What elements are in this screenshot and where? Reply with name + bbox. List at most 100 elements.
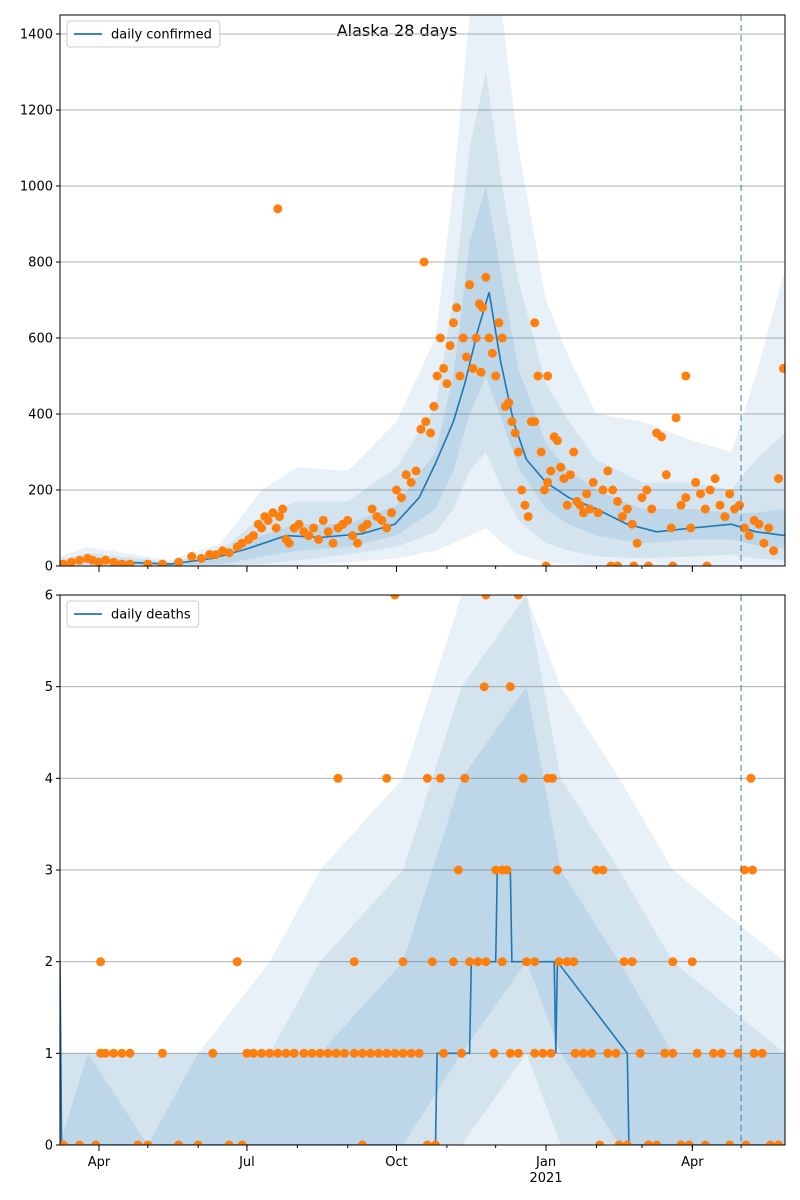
data-point [284, 538, 294, 548]
data-point [174, 1140, 184, 1145]
data-point [569, 447, 579, 457]
data-point [533, 371, 543, 381]
data-point [304, 531, 314, 541]
data-point [273, 1048, 283, 1058]
data-point [588, 477, 598, 487]
data-point [432, 371, 442, 381]
data-point [208, 1048, 218, 1058]
data-point [382, 523, 392, 533]
data-point [671, 413, 681, 423]
data-point [357, 1140, 367, 1145]
data-point [660, 1048, 670, 1058]
data-point [692, 1048, 702, 1058]
data-point [497, 333, 507, 343]
data-point [448, 957, 458, 967]
data-point [96, 957, 106, 967]
data-point [543, 477, 553, 487]
data-point [746, 773, 756, 783]
data-point [398, 957, 408, 967]
data-point [565, 470, 575, 480]
data-point [224, 1140, 234, 1145]
x-tick-label: Apr [681, 1155, 704, 1170]
x-tick-label: Oct [385, 1155, 407, 1170]
data-point [281, 1048, 291, 1058]
data-point [739, 523, 749, 533]
data-point [237, 1140, 247, 1145]
data-point [481, 595, 491, 600]
data-point [382, 773, 392, 783]
data-point [552, 436, 562, 446]
data-point [591, 865, 601, 875]
data-point [349, 957, 359, 967]
data-point [733, 1048, 743, 1058]
data-point [696, 489, 705, 499]
data-point [460, 773, 470, 783]
y-tick-label: 3 [45, 864, 53, 879]
data-point [569, 957, 579, 967]
data-point [741, 1140, 751, 1145]
data-point [416, 424, 426, 434]
plot-area [60, 15, 785, 566]
data-point [725, 1140, 735, 1145]
data-point [657, 432, 666, 442]
y-tick-label: 1 [45, 1047, 53, 1062]
data-point [323, 1048, 333, 1058]
data-point [635, 1048, 645, 1058]
data-point [275, 512, 284, 522]
data-point [75, 555, 84, 565]
data-point [248, 1048, 258, 1058]
data-point [520, 500, 530, 510]
data-point [427, 957, 437, 967]
data-point [75, 1140, 84, 1145]
data-point [382, 1048, 392, 1058]
uncertainty-band-2 [60, 686, 785, 1145]
data-point [422, 773, 432, 783]
data-point [390, 595, 400, 600]
data-point [294, 519, 304, 529]
data-point [676, 500, 686, 510]
data-point [715, 500, 725, 510]
data-point [507, 417, 517, 427]
data-point [518, 773, 528, 783]
data-point [406, 1048, 416, 1058]
data-point [366, 1048, 375, 1058]
data-point [627, 519, 637, 529]
x-tick-label: Jul [238, 1155, 255, 1170]
data-point [374, 1048, 384, 1058]
data-point [647, 504, 657, 514]
data-point [109, 1048, 119, 1058]
data-point [552, 865, 562, 875]
data-point [265, 1048, 275, 1058]
data-point [193, 1140, 203, 1145]
data-point [504, 398, 514, 408]
data-point [587, 1048, 597, 1058]
data-point [478, 303, 488, 313]
data-point [613, 496, 623, 506]
data-point [559, 474, 569, 484]
data-point [205, 550, 215, 560]
data-point [273, 204, 283, 214]
data-point [60, 1140, 68, 1145]
data-point [522, 957, 531, 967]
uncertainty-band-1 [60, 595, 785, 1145]
data-point [765, 1140, 775, 1145]
x-tick-label: Apr [88, 1155, 111, 1170]
data-point [481, 957, 491, 967]
data-point [458, 333, 468, 343]
y-tick-label: 600 [28, 332, 53, 347]
data-point [340, 1048, 349, 1058]
data-point [448, 318, 458, 328]
data-point [101, 1048, 110, 1058]
data-point [133, 1140, 143, 1145]
data-point [421, 417, 431, 427]
data-point [343, 515, 353, 525]
axes-frame [59, 14, 786, 567]
data-point [562, 957, 572, 967]
data-point [749, 1048, 759, 1058]
y-tick-label: 400 [28, 408, 53, 423]
data-point [627, 957, 637, 967]
data-point [187, 552, 197, 561]
data-point [248, 531, 258, 541]
data-point [700, 504, 710, 514]
